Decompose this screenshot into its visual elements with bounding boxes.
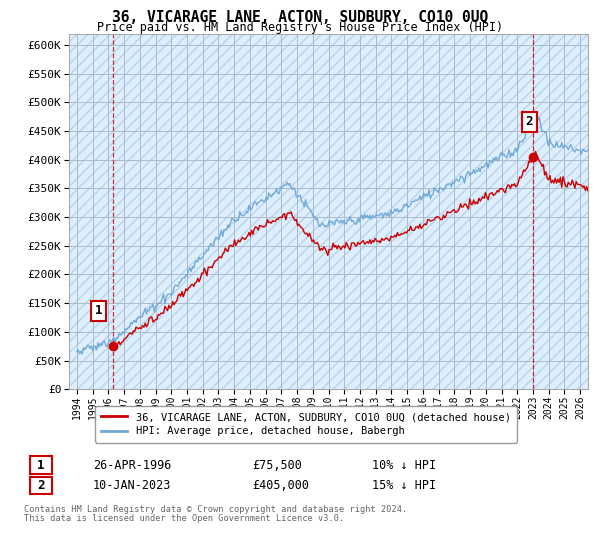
Text: 15% ↓ HPI: 15% ↓ HPI	[372, 479, 436, 492]
Text: Price paid vs. HM Land Registry's House Price Index (HPI): Price paid vs. HM Land Registry's House …	[97, 21, 503, 34]
Text: 10-JAN-2023: 10-JAN-2023	[93, 479, 172, 492]
Text: 1: 1	[94, 304, 102, 318]
Text: 26-APR-1996: 26-APR-1996	[93, 459, 172, 472]
Text: 10% ↓ HPI: 10% ↓ HPI	[372, 459, 436, 472]
Text: 2: 2	[37, 479, 44, 492]
Text: £405,000: £405,000	[252, 479, 309, 492]
Text: £75,500: £75,500	[252, 459, 302, 472]
Text: 2: 2	[526, 115, 533, 128]
Text: This data is licensed under the Open Government Licence v3.0.: This data is licensed under the Open Gov…	[24, 514, 344, 523]
Text: 1: 1	[37, 459, 44, 472]
Text: Contains HM Land Registry data © Crown copyright and database right 2024.: Contains HM Land Registry data © Crown c…	[24, 505, 407, 514]
Legend: 36, VICARAGE LANE, ACTON, SUDBURY, CO10 0UQ (detached house), HPI: Average price: 36, VICARAGE LANE, ACTON, SUDBURY, CO10 …	[95, 406, 517, 442]
Text: 36, VICARAGE LANE, ACTON, SUDBURY, CO10 0UQ: 36, VICARAGE LANE, ACTON, SUDBURY, CO10 …	[112, 10, 488, 25]
